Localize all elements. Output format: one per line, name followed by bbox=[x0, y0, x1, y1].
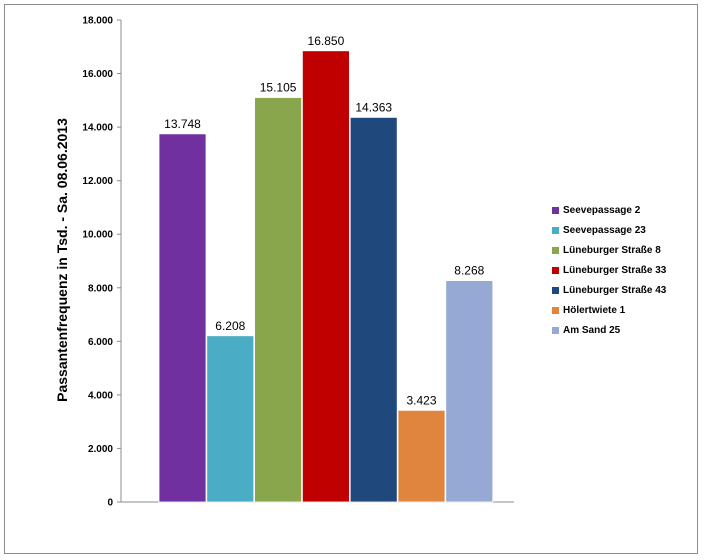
y-tick-label: 10.000 bbox=[82, 230, 113, 241]
data-labels: 13.748 6.208 15.105 16.850 14.363 3.423 8.268 bbox=[164, 34, 484, 408]
data-label-2: 15.105 bbox=[260, 81, 297, 95]
data-label-1: 6.208 bbox=[215, 319, 245, 333]
legend-item-5: Hölertwiete 1 bbox=[552, 300, 666, 320]
y-tick-label: 12.000 bbox=[82, 176, 113, 187]
data-label-6: 8.268 bbox=[454, 264, 484, 278]
bar-4 bbox=[349, 116, 398, 503]
legend-label: Lüneburger Straße 8 bbox=[563, 244, 661, 256]
bar-2 bbox=[254, 97, 303, 503]
data-label-3: 16.850 bbox=[308, 34, 345, 48]
legend-item-1: Seevepassage 23 bbox=[552, 220, 666, 240]
legend-item-0: Seevepassage 2 bbox=[552, 200, 666, 220]
legend-item-2: Lüneburger Straße 8 bbox=[552, 240, 666, 260]
legend-swatch bbox=[552, 326, 559, 334]
y-tick-label: 16.000 bbox=[82, 69, 113, 80]
y-tick-label: 8.000 bbox=[88, 283, 113, 294]
bar-5 bbox=[397, 409, 446, 503]
y-tick-label: 6.000 bbox=[88, 337, 113, 348]
legend-swatch bbox=[552, 286, 559, 294]
legend-label: Lüneburger Straße 43 bbox=[563, 284, 667, 296]
legend-label: Seevepassage 23 bbox=[563, 224, 646, 236]
legend-label: Seevepassage 2 bbox=[563, 204, 641, 216]
y-axis-label: Passantenfrequenz in Tsd. - Sa. 08.06.20… bbox=[54, 118, 70, 402]
legend-swatch bbox=[552, 306, 559, 314]
legend-swatch bbox=[552, 246, 559, 254]
legend-swatch bbox=[552, 206, 559, 214]
legend: Seevepassage 2 Seevepassage 23 Lüneburger … bbox=[552, 200, 666, 340]
legend-label: Lüneburger Straße 33 bbox=[563, 264, 667, 276]
bar-6 bbox=[445, 280, 494, 503]
bar-1 bbox=[206, 335, 255, 503]
y-tick-label: 14.000 bbox=[82, 123, 113, 134]
legend-swatch bbox=[552, 226, 559, 234]
data-label-0: 13.748 bbox=[164, 117, 201, 131]
legend-item-4: Lüneburger Straße 43 bbox=[552, 280, 666, 300]
bars bbox=[158, 50, 494, 503]
y-tick-label: 4.000 bbox=[88, 390, 113, 401]
legend-label: Hölertwiete 1 bbox=[563, 304, 626, 316]
y-tick-label: 0 bbox=[107, 498, 113, 509]
data-label-5: 3.423 bbox=[406, 393, 436, 407]
y-axis-ticks: 0 2.000 4.000 6.000 8.000 10.000 12.000 14.000 1… bbox=[82, 16, 121, 509]
data-label-4: 14.363 bbox=[355, 100, 392, 114]
legend-label: Am Sand 25 bbox=[563, 324, 621, 336]
y-tick-label: 18.000 bbox=[82, 16, 113, 27]
y-tick-label: 2.000 bbox=[88, 444, 113, 455]
bar-0 bbox=[158, 133, 207, 503]
legend-item-3: Lüneburger Straße 33 bbox=[552, 260, 666, 280]
bar-3 bbox=[301, 50, 350, 503]
legend-item-6: Am Sand 25 bbox=[552, 320, 666, 340]
legend-swatch bbox=[552, 266, 559, 274]
